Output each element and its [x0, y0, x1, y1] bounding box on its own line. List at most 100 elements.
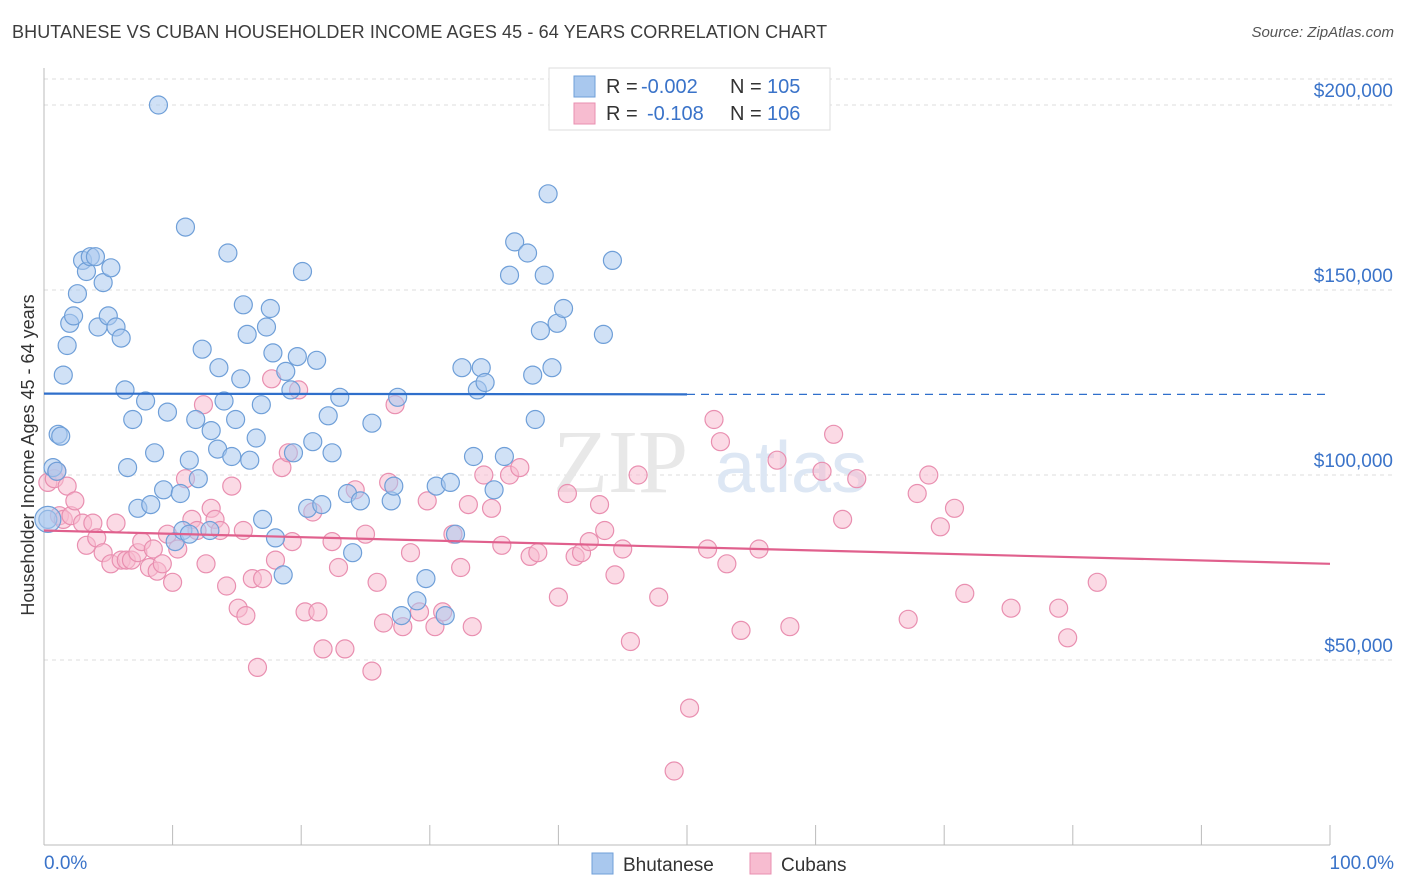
cubans-point: [649, 587, 669, 607]
bhutanese-point: [237, 324, 257, 344]
bhutanese-point: [253, 509, 273, 530]
bhutanese-point: [175, 217, 196, 237]
bhutanese-point: [553, 298, 574, 319]
cubans-point: [217, 576, 237, 596]
bhutanese-point: [135, 391, 156, 411]
x-axis-ticks: [43, 825, 1331, 845]
cubans-point: [548, 587, 569, 607]
bottom-legend-swatch-bhutanese: [591, 852, 614, 875]
bhutanese-point: [312, 495, 332, 515]
bhutanese-point: [123, 409, 143, 430]
bottom-legend: Bhutanese Cubans: [591, 852, 847, 876]
cubans-point: [1058, 628, 1078, 648]
y-tick-label: $200,000: [1314, 81, 1393, 102]
bhutanese-point: [34, 505, 62, 534]
watermark-atlas: atlas: [715, 428, 867, 508]
legend-n-value-0: 105: [767, 76, 800, 98]
bhutanese-point: [47, 461, 67, 481]
y-tick-labels: $50,000 $100,000 $150,000 $200,000: [1314, 81, 1393, 657]
bhutanese-point: [231, 369, 251, 389]
cubans-point: [710, 432, 731, 452]
bhutanese-point: [350, 491, 370, 511]
cubans-point: [1049, 598, 1069, 618]
legend-box: [548, 67, 831, 131]
cubans-point: [247, 657, 268, 678]
bhutanese-point: [407, 591, 427, 611]
x-tick-label-min: 0.0%: [44, 853, 87, 874]
bhutanese-point: [157, 402, 178, 422]
bottom-legend-label-cubans: Cubans: [781, 855, 847, 876]
cubans-point: [510, 458, 530, 478]
cubans-point: [595, 520, 615, 541]
cubans-point: [847, 469, 867, 489]
bhutanese-point: [226, 409, 246, 430]
bhutanese-point: [51, 426, 71, 446]
cubans-point: [697, 539, 718, 559]
bhutanese-point: [525, 409, 545, 430]
bhutanese-point: [53, 365, 73, 385]
bhutanese-point: [148, 95, 169, 115]
cubans-point: [492, 535, 512, 555]
legend-swatch-bhutanese: [573, 75, 596, 98]
bhutanese-point: [276, 361, 296, 381]
cubans-point: [458, 495, 478, 515]
cubans-point: [236, 605, 256, 626]
bhutanese-point: [256, 317, 277, 337]
bhutanese-point: [287, 347, 307, 367]
bhutanese-point: [67, 284, 88, 304]
legend-r-label-1: R =: [606, 103, 638, 125]
bhutanese-point: [281, 380, 301, 400]
bhutanese-point: [188, 469, 208, 489]
bhutanese-point: [214, 391, 234, 411]
bhutanese-point: [330, 387, 350, 407]
cubans-point: [451, 557, 471, 578]
bhutanese-point: [538, 184, 558, 204]
bhutanese-point: [440, 472, 460, 492]
trend-lines: [43, 392, 1331, 565]
bhutanese-point: [318, 406, 338, 426]
cubans-point: [474, 465, 494, 485]
cubans-point: [373, 613, 394, 633]
cubans-point: [355, 524, 376, 544]
cubans-point: [717, 554, 737, 574]
y-tick-label: $100,000: [1314, 451, 1393, 472]
bhutanese-point: [435, 605, 455, 626]
bhutanese-point: [542, 358, 562, 378]
bhutanese-points: [34, 95, 623, 626]
bhutanese-point: [505, 232, 525, 252]
cubans-point: [282, 531, 302, 552]
cubans-point: [367, 572, 387, 592]
cubans-point: [812, 461, 832, 481]
cubans-point: [664, 761, 684, 781]
cubans-point: [620, 631, 641, 652]
bhutanese-point: [153, 480, 174, 500]
bhutanese-point: [222, 446, 242, 467]
bhutanese-point: [322, 443, 342, 463]
legend-n-label-0: N =: [730, 76, 762, 98]
legend-n-value-1: 106: [767, 103, 800, 125]
cubans-point: [322, 531, 342, 552]
bhutanese-point: [523, 365, 543, 385]
legend-r-label-0: R =: [606, 76, 638, 98]
bhutanese-point: [63, 306, 84, 326]
cubans-point: [628, 465, 648, 485]
bhutanese-point: [260, 298, 280, 319]
cubans-point: [919, 465, 939, 485]
bhutanese-point: [343, 543, 363, 563]
bhutanese-point: [484, 480, 504, 500]
cubans-point: [605, 565, 625, 585]
bhutanese-point: [445, 524, 466, 544]
bhutanese-point: [265, 528, 286, 548]
y-tick-label: $150,000: [1314, 266, 1393, 287]
bhutanese-point: [391, 605, 412, 626]
bhutanese-point: [263, 343, 283, 363]
cubans-point: [328, 557, 349, 578]
bhutanese-point: [111, 328, 131, 348]
bhutanese-point: [93, 273, 113, 293]
cubans-point: [313, 639, 333, 659]
bhutanese-point: [499, 265, 520, 285]
bhutanese-point: [85, 247, 106, 267]
y-tick-label: $50,000: [1324, 636, 1393, 657]
cubans-point: [944, 498, 965, 518]
